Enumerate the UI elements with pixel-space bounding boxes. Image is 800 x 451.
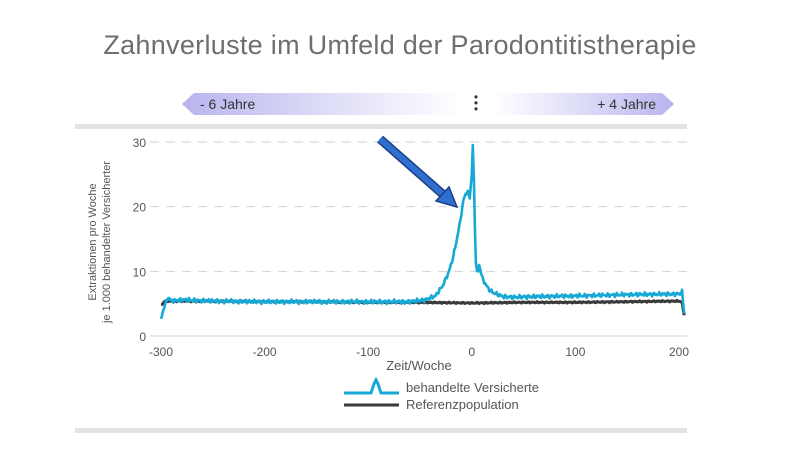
grid-lines: [150, 141, 687, 337]
y-axis-label-line1: Extraktionen pro Woche: [87, 183, 99, 300]
annotation-arrow: [377, 135, 459, 209]
x-axis-ticks: -300 -200 -100 0 100 200: [149, 345, 689, 359]
y-tick-label: 20: [133, 201, 147, 215]
y-tick-label: 30: [133, 136, 147, 150]
x-tick-label: 0: [468, 345, 475, 359]
x-tick-label: -100: [356, 345, 380, 359]
x-tick-label: 200: [669, 345, 689, 359]
y-tick-label: 0: [139, 330, 146, 344]
x-tick-label: -200: [253, 345, 277, 359]
x-tick-label: -300: [149, 345, 173, 359]
y-axis-label-line2: je 1.000 behandelter Versicherter: [101, 161, 113, 324]
y-axis-ticks: 0 10 20 30: [133, 136, 147, 344]
legend-label-reference: Referenzpopulation: [406, 397, 519, 412]
y-tick-label: 10: [133, 265, 147, 279]
chart-title: Zahnverluste im Umfeld der Parodontitist…: [103, 30, 697, 60]
panel-bottom-divider: [75, 428, 687, 433]
more-vertical-icon: • • •: [473, 90, 479, 116]
period-after-banner: + 4 Jahre: [494, 93, 674, 115]
series-line-treated: [159, 143, 686, 320]
x-axis-label: Zeit/Woche: [386, 358, 452, 373]
period-before-banner: - 6 Jahre: [182, 93, 460, 115]
legend-label-treated: behandelte Versicherte: [406, 380, 539, 395]
x-tick-label: 100: [565, 345, 585, 359]
panel-top-divider: [75, 124, 687, 129]
legend: behandelte Versicherte Referenzpopulatio…: [344, 376, 539, 412]
legend-swatch-treated: [344, 376, 399, 395]
